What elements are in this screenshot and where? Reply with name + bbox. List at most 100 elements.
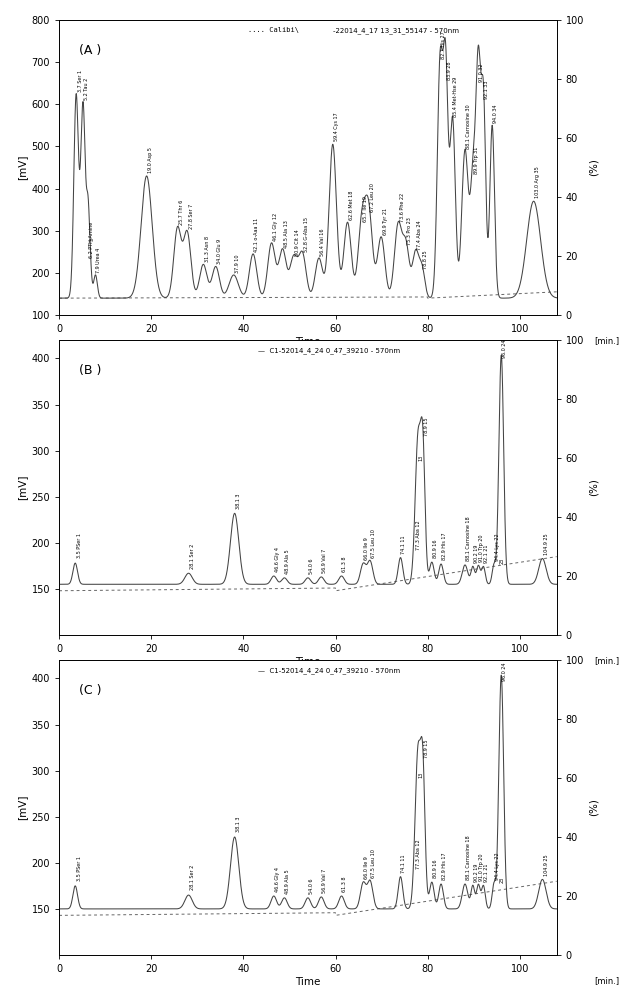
Text: 48.5 Ala 13: 48.5 Ala 13 bbox=[284, 220, 289, 248]
Text: 77.3 Aba 12: 77.3 Aba 12 bbox=[416, 840, 421, 869]
Text: 82.7 His 27: 82.7 His 27 bbox=[441, 31, 446, 59]
Text: 31.3 Asn 8: 31.3 Asn 8 bbox=[205, 236, 210, 262]
Text: 75.3 Pro 23: 75.3 Pro 23 bbox=[407, 218, 412, 245]
Text: 74.1 11: 74.1 11 bbox=[401, 854, 406, 873]
Text: 46.6 Gly 4: 46.6 Gly 4 bbox=[275, 547, 280, 572]
Y-axis label: (%): (%) bbox=[588, 159, 598, 176]
Text: 96.0 24: 96.0 24 bbox=[503, 340, 508, 358]
Text: (C ): (C ) bbox=[79, 684, 101, 697]
Text: 56.4 Val 16: 56.4 Val 16 bbox=[320, 229, 325, 256]
Text: 92.1 21: 92.1 21 bbox=[485, 864, 490, 882]
Text: 46.6 Gly 4: 46.6 Gly 4 bbox=[275, 867, 280, 892]
Y-axis label: [mV]: [mV] bbox=[17, 475, 27, 500]
Text: 90.2 19: 90.2 19 bbox=[474, 545, 479, 563]
Text: 27.8 Ser 7: 27.8 Ser 7 bbox=[188, 204, 193, 229]
Text: 88.1 Carnosine 30: 88.1 Carnosine 30 bbox=[466, 104, 471, 149]
Text: 78.9 15: 78.9 15 bbox=[424, 739, 429, 758]
Text: 88.1 Carnosine 18: 88.1 Carnosine 18 bbox=[466, 836, 471, 880]
X-axis label: Time: Time bbox=[295, 657, 320, 667]
Text: 104.9 25: 104.9 25 bbox=[544, 854, 549, 876]
Text: [min.]: [min.] bbox=[594, 336, 619, 345]
Text: 67.2 Leu 20: 67.2 Leu 20 bbox=[370, 183, 375, 212]
Text: 52.8 G-Aba 15: 52.8 G-Aba 15 bbox=[304, 217, 309, 252]
Text: 80.9 16: 80.9 16 bbox=[433, 540, 438, 558]
Text: 89.9 Trp 31: 89.9 Trp 31 bbox=[474, 146, 479, 174]
Text: 65.7 Ile 19: 65.7 Ile 19 bbox=[363, 196, 368, 222]
Text: [min.]: [min.] bbox=[594, 656, 619, 665]
Y-axis label: (%): (%) bbox=[588, 479, 598, 496]
X-axis label: Time: Time bbox=[295, 337, 320, 347]
Text: 77.3 Aba 12: 77.3 Aba 12 bbox=[416, 521, 421, 550]
Text: 38.1 3: 38.1 3 bbox=[236, 817, 241, 832]
Text: 67.5 Leu 10: 67.5 Leu 10 bbox=[371, 849, 376, 878]
Text: 85.4 Met-Hse 29: 85.4 Met-Hse 29 bbox=[453, 77, 458, 117]
Text: 66.0 Ile 9: 66.0 Ile 9 bbox=[364, 538, 369, 560]
Text: 92.1 33: 92.1 33 bbox=[485, 80, 490, 99]
Text: 13: 13 bbox=[419, 772, 424, 778]
Text: 28.1 Ser 2: 28.1 Ser 2 bbox=[190, 865, 195, 890]
Text: 56.9 Val 7: 56.9 Val 7 bbox=[322, 549, 327, 573]
Text: 23: 23 bbox=[500, 877, 505, 883]
Text: 91.0 Trp 20: 91.0 Trp 20 bbox=[480, 535, 485, 562]
Text: 67.5 Leu 10: 67.5 Leu 10 bbox=[371, 529, 376, 558]
Text: 73.6 Phe 22: 73.6 Phe 22 bbox=[399, 193, 404, 222]
Text: 59.4 Cys 17: 59.4 Cys 17 bbox=[334, 112, 339, 141]
Text: -22014_4_17 13_31_55147 - 570nm: -22014_4_17 13_31_55147 - 570nm bbox=[333, 27, 459, 34]
Text: 28.1 Ser 2: 28.1 Ser 2 bbox=[190, 543, 195, 569]
Text: 94.4 Lys 22: 94.4 Lys 22 bbox=[495, 853, 500, 880]
Text: 13: 13 bbox=[419, 455, 424, 461]
Text: 83.9 28: 83.9 28 bbox=[447, 61, 452, 80]
Text: [min.]: [min.] bbox=[594, 976, 619, 985]
Text: 62.6 Met 18: 62.6 Met 18 bbox=[349, 191, 354, 220]
Text: .... Calibi\: .... Calibi\ bbox=[248, 27, 299, 33]
Text: 96.0 24: 96.0 24 bbox=[503, 663, 508, 681]
Text: 77.4 Aba 24: 77.4 Aba 24 bbox=[417, 220, 422, 250]
Text: 103.0 Arg 35: 103.0 Arg 35 bbox=[535, 166, 540, 198]
Y-axis label: [mV]: [mV] bbox=[17, 795, 27, 820]
Text: 69.9 Tyr 21: 69.9 Tyr 21 bbox=[383, 208, 388, 235]
Text: 74.1 11: 74.1 11 bbox=[401, 535, 406, 554]
Text: 42.1 o-Aaa 11: 42.1 o-Aaa 11 bbox=[254, 218, 259, 252]
Text: 48.9 Ala 5: 48.9 Ala 5 bbox=[285, 870, 290, 894]
Text: 48.9 Ala 5: 48.9 Ala 5 bbox=[285, 550, 290, 574]
Text: 3.7 Ser 1: 3.7 Ser 1 bbox=[78, 70, 83, 92]
Text: 91.0 32: 91.0 32 bbox=[480, 63, 485, 82]
X-axis label: Time: Time bbox=[295, 977, 320, 987]
Text: 3.5 PSer 1: 3.5 PSer 1 bbox=[77, 533, 81, 558]
Text: 19.0 Asp 5: 19.0 Asp 5 bbox=[148, 147, 153, 173]
Text: 37.9 10: 37.9 10 bbox=[235, 254, 240, 273]
Text: 78.8 25: 78.8 25 bbox=[423, 250, 428, 269]
Text: 90.2 19: 90.2 19 bbox=[474, 864, 479, 882]
Text: —  C1-52014_4_24 0_47_39210 - 570nm: — C1-52014_4_24 0_47_39210 - 570nm bbox=[258, 667, 400, 674]
Text: 66.0 Ile 9: 66.0 Ile 9 bbox=[364, 857, 369, 879]
Text: 38.1 3: 38.1 3 bbox=[236, 493, 241, 509]
Text: (B ): (B ) bbox=[79, 364, 101, 377]
Text: 61.3 8: 61.3 8 bbox=[343, 557, 348, 572]
Text: 3: 3 bbox=[90, 238, 95, 241]
Text: 94.0 34: 94.0 34 bbox=[493, 105, 498, 123]
Text: —  C1-52014_4_24 0_47_39210 - 570nm: — C1-52014_4_24 0_47_39210 - 570nm bbox=[258, 347, 400, 354]
Text: 50.9 Cit 14: 50.9 Cit 14 bbox=[295, 229, 300, 256]
Text: 104.9 25: 104.9 25 bbox=[544, 533, 549, 555]
Text: 46.1 Gly 12: 46.1 Gly 12 bbox=[273, 213, 278, 241]
Text: 54.0 6: 54.0 6 bbox=[309, 879, 314, 894]
Text: 88.1 Carnosine 18: 88.1 Carnosine 18 bbox=[466, 517, 471, 561]
Text: 91.0 Trp 20: 91.0 Trp 20 bbox=[480, 854, 485, 881]
Text: 56.9 Val 7: 56.9 Val 7 bbox=[322, 869, 327, 893]
Text: 6.2 PTH-Amine: 6.2 PTH-Amine bbox=[88, 222, 93, 258]
Text: 82.9 His 17: 82.9 His 17 bbox=[442, 853, 447, 880]
Text: 5.2 Tau 2: 5.2 Tau 2 bbox=[85, 78, 90, 100]
Text: 78.9 15: 78.9 15 bbox=[424, 417, 429, 436]
Y-axis label: (%): (%) bbox=[588, 799, 598, 816]
Text: 92.1 21: 92.1 21 bbox=[485, 545, 490, 563]
Text: 34.0 Glu 9: 34.0 Glu 9 bbox=[217, 239, 222, 264]
Text: 82.9 His 17: 82.9 His 17 bbox=[442, 533, 447, 560]
Y-axis label: [mV]: [mV] bbox=[17, 155, 27, 180]
Text: 54.0 6: 54.0 6 bbox=[309, 559, 314, 574]
Text: 7.9 Urea 4: 7.9 Urea 4 bbox=[96, 248, 101, 273]
Text: (A ): (A ) bbox=[79, 44, 101, 57]
Text: 23: 23 bbox=[500, 558, 505, 564]
Text: 25.7 Thr 6: 25.7 Thr 6 bbox=[179, 200, 184, 225]
Text: 3.5 PSer 1: 3.5 PSer 1 bbox=[77, 856, 81, 881]
Text: 80.9 16: 80.9 16 bbox=[433, 860, 438, 878]
